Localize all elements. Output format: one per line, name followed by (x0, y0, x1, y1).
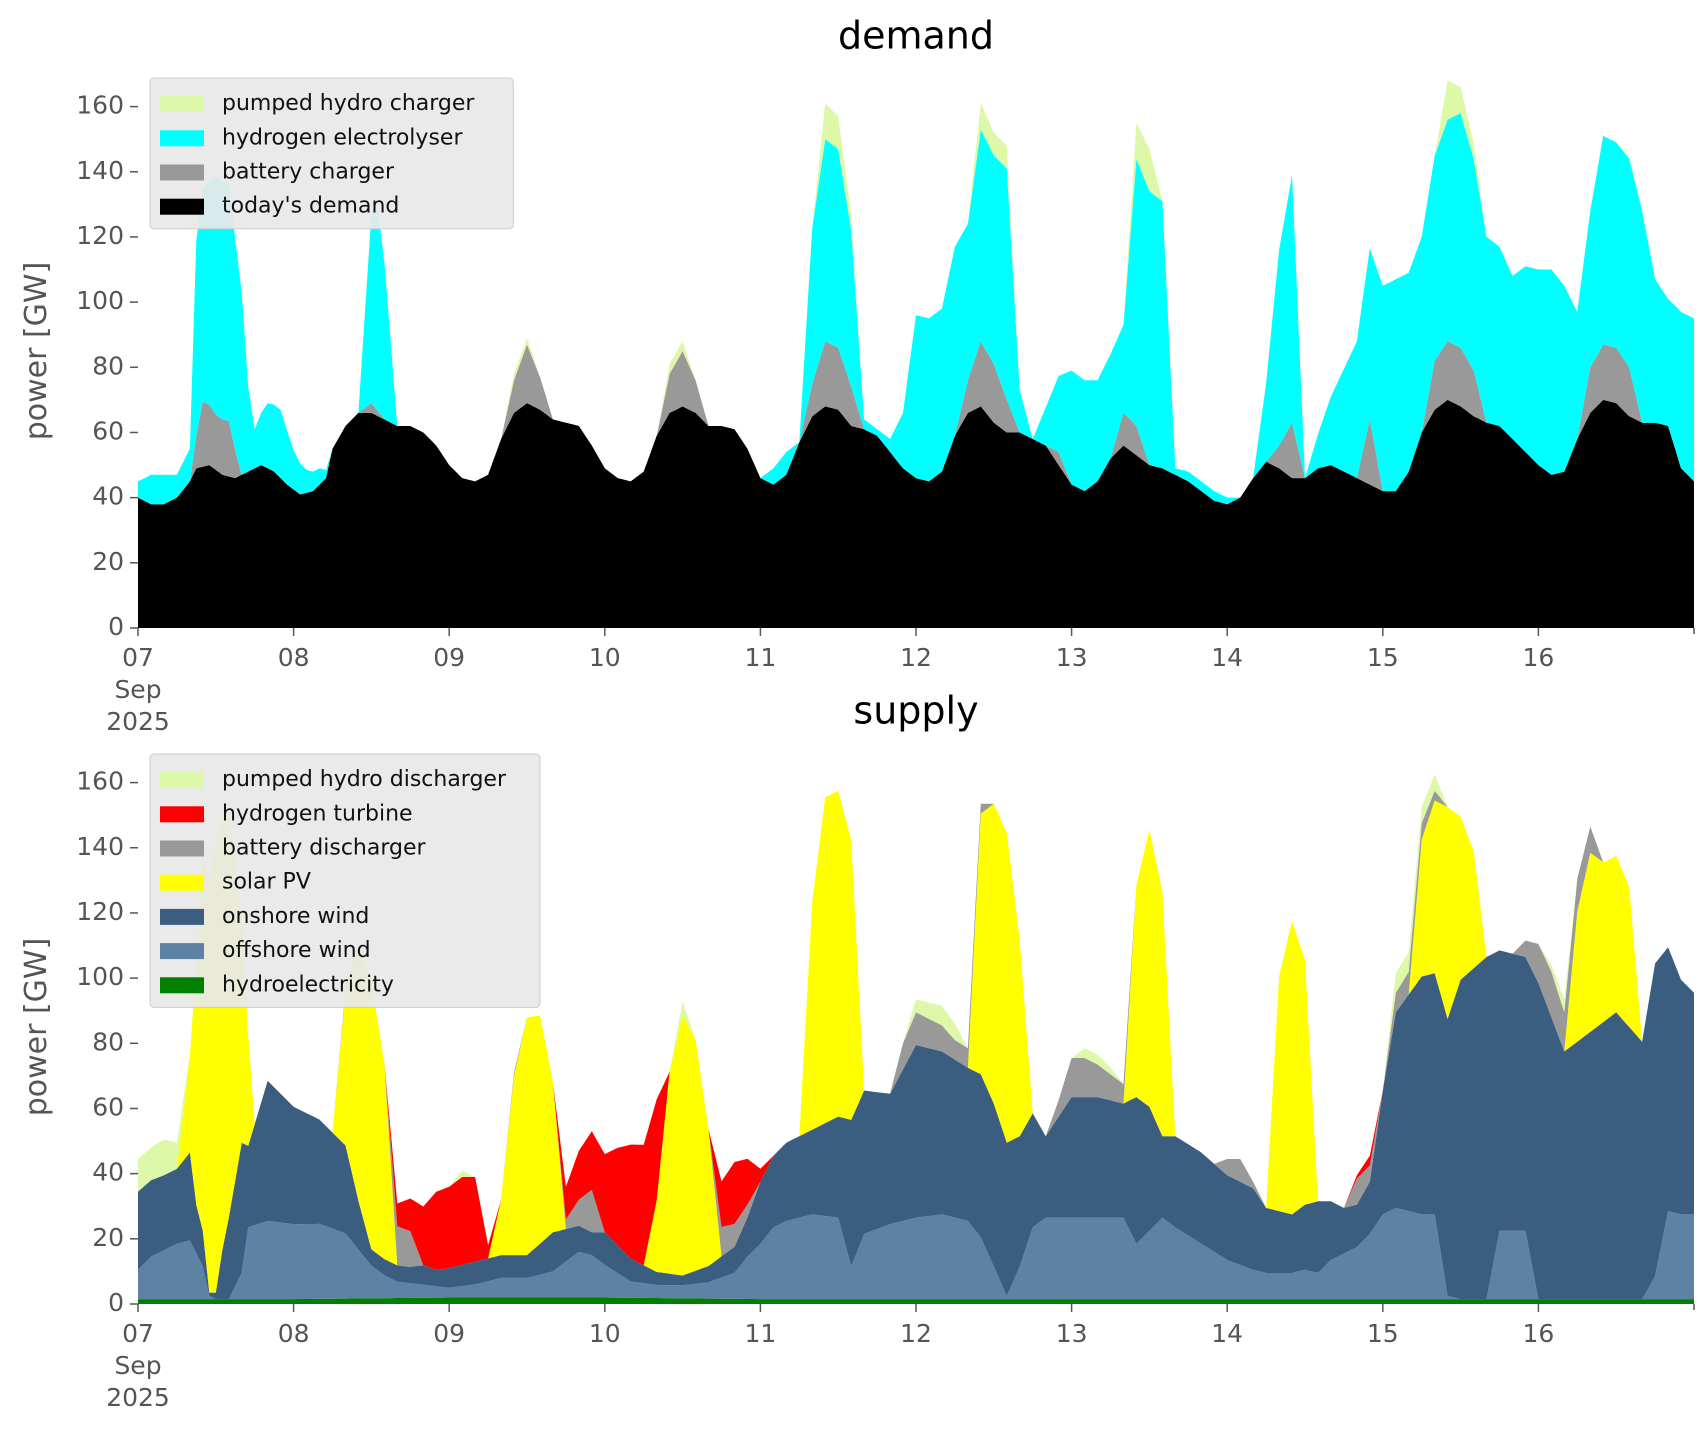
legend-swatch-battery-discharger (160, 840, 204, 857)
legend-swatch-today-s-demand (160, 198, 204, 215)
y-tick-label: 160 (76, 91, 124, 120)
area-solar-pv (138, 790, 1694, 1293)
legend-label: hydrogen electrolyser (222, 125, 463, 150)
legend-label: offshore wind (222, 938, 371, 963)
y-tick-label: 100 (76, 286, 124, 315)
y-tick-label: 60 (92, 1092, 124, 1121)
x-tick-sublabel: Sep (114, 1351, 161, 1380)
legend-label: pumped hydro discharger (222, 767, 507, 792)
y-tick-label: 20 (92, 547, 124, 576)
x-tick-label: 12 (900, 1319, 932, 1348)
legend-label: onshore wind (222, 904, 369, 929)
y-tick-label: 80 (92, 351, 124, 380)
legend-swatch-offshore-wind (160, 943, 204, 960)
y-tick-label: 60 (92, 416, 124, 445)
y-tick-label: 40 (92, 482, 124, 511)
x-tick-label: 13 (1056, 1319, 1088, 1348)
legend-swatch-hydrogen-turbine (160, 806, 204, 823)
area-hydrogen-electrolyser (138, 113, 1694, 505)
legend-swatch-solar-pv (160, 874, 204, 891)
legend-box (149, 77, 514, 230)
legend: pumped hydro discharger hydrogen turbine b… (149, 753, 541, 1008)
y-tick-label: 40 (92, 1158, 124, 1187)
x-tick-sublabel: 2025 (106, 707, 170, 736)
legend-label: solar PV (222, 870, 311, 895)
x-tick-label: 10 (589, 1319, 621, 1348)
x-tick-label: 15 (1367, 1319, 1399, 1348)
x-tick-label: 14 (1211, 643, 1243, 672)
y-tick-label: 120 (76, 221, 124, 250)
legend-swatch-onshore-wind (160, 908, 204, 925)
legend-swatch-pumped-hydro-charger (160, 96, 204, 113)
legend-label: battery discharger (222, 836, 427, 861)
area-battery-discharger (138, 790, 1694, 1270)
legend-swatch-pumped-hydro-discharger (160, 772, 204, 789)
legend-label: today's demand (222, 194, 399, 219)
area-pumped-hydro-discharger (138, 774, 1694, 1246)
legend-label: hydroelectricity (222, 972, 394, 997)
area-onshore-wind (138, 947, 1694, 1300)
legend-label: battery charger (222, 160, 395, 185)
y-tick-label: 160 (76, 767, 124, 796)
area-hydroelectricity (138, 1297, 1694, 1304)
y-tick-label: 140 (76, 832, 124, 861)
chart-title: supply (853, 689, 978, 733)
area-battery-charger (138, 341, 1694, 505)
x-tick-label: 16 (1522, 1319, 1554, 1348)
x-tick-label: 10 (589, 643, 621, 672)
x-tick-sublabel: Sep (114, 675, 161, 704)
y-tick-label: 0 (108, 1288, 124, 1317)
x-tick-label: 11 (744, 643, 776, 672)
x-tick-label: 15 (1367, 643, 1399, 672)
y-axis-label: power [GW] (19, 262, 54, 441)
chart-title: demand (838, 14, 994, 58)
legend-label: pumped hydro charger (222, 91, 475, 116)
legend: pumped hydro charger hydrogen electrolyse… (149, 77, 514, 230)
y-tick-label: 80 (92, 1027, 124, 1056)
chart-supply: supply 0 20 40 60 80 100 120 140 160 07 Sep 2025 08 09… (19, 689, 1695, 1412)
y-tick-label: 120 (76, 897, 124, 926)
area-today-s-demand (138, 399, 1694, 628)
y-tick-label: 0 (108, 612, 124, 641)
x-tick-label: 07 (122, 1319, 154, 1348)
y-tick-label: 100 (76, 962, 124, 991)
legend-box (149, 753, 541, 1008)
x-tick-label: 08 (278, 1319, 310, 1348)
x-tick-label: 09 (433, 1319, 465, 1348)
legend-swatch-hydrogen-electrolyser (160, 130, 204, 147)
legend-swatch-hydroelectricity (160, 977, 204, 994)
x-tick-label: 11 (744, 1319, 776, 1348)
x-tick-label: 08 (278, 643, 310, 672)
y-axis-label: power [GW] (19, 938, 54, 1117)
x-tick-label: 09 (433, 643, 465, 672)
legend-swatch-battery-charger (160, 164, 204, 181)
y-tick-label: 140 (76, 156, 124, 185)
x-tick-label: 12 (900, 643, 932, 672)
x-tick-label: 07 (122, 643, 154, 672)
x-tick-label: 14 (1211, 1319, 1243, 1348)
x-tick-label: 16 (1522, 643, 1554, 672)
chart-demand: demand 0 20 40 60 80 100 120 140 160 07 Sep 2025 08 09… (19, 14, 1695, 736)
x-tick-sublabel: 2025 (106, 1383, 170, 1412)
area-offshore-wind (138, 1207, 1694, 1300)
x-tick-label: 13 (1056, 643, 1088, 672)
legend-label: hydrogen turbine (222, 801, 413, 826)
y-tick-label: 20 (92, 1223, 124, 1252)
